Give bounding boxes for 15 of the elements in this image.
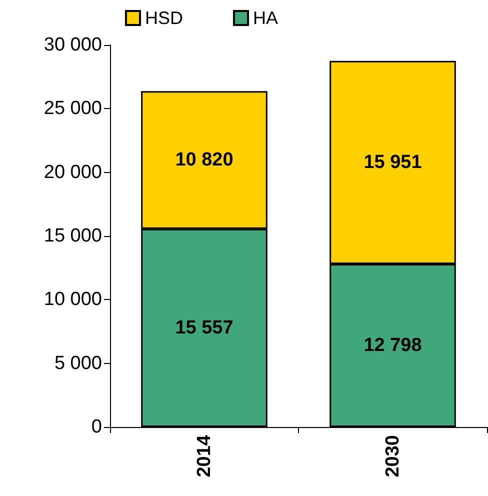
y-tick-label: 0 xyxy=(91,416,102,438)
y-tick-label: 30 000 xyxy=(44,34,102,56)
data-label: 15 951 xyxy=(364,152,422,173)
y-tick-label: 25 000 xyxy=(44,98,102,120)
y-tick-label: 15 000 xyxy=(44,226,102,246)
data-label: 10 820 xyxy=(175,150,234,171)
legend-label: HA xyxy=(253,8,278,28)
y-tick-label: 10 000 xyxy=(44,289,102,310)
y-tick-label: 20 000 xyxy=(44,162,102,183)
y-tick-label: 5 000 xyxy=(54,352,102,374)
data-label: 15 557 xyxy=(175,317,234,338)
legend-label: HSD xyxy=(145,8,184,28)
x-tick-label: 2030 xyxy=(382,435,404,478)
data-label: 12 798 xyxy=(364,335,422,356)
x-tick-label: 2014 xyxy=(194,434,215,478)
